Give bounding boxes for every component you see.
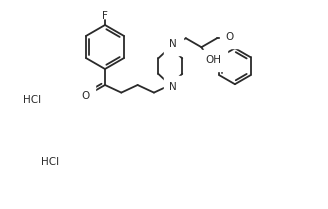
Text: OH: OH: [205, 55, 221, 65]
Text: HCl: HCl: [23, 95, 41, 105]
Text: F: F: [102, 11, 108, 21]
Text: HCl: HCl: [41, 157, 59, 167]
Text: O: O: [81, 91, 89, 101]
Text: O: O: [226, 32, 234, 42]
Text: N: N: [169, 39, 177, 49]
Text: N: N: [169, 82, 177, 92]
